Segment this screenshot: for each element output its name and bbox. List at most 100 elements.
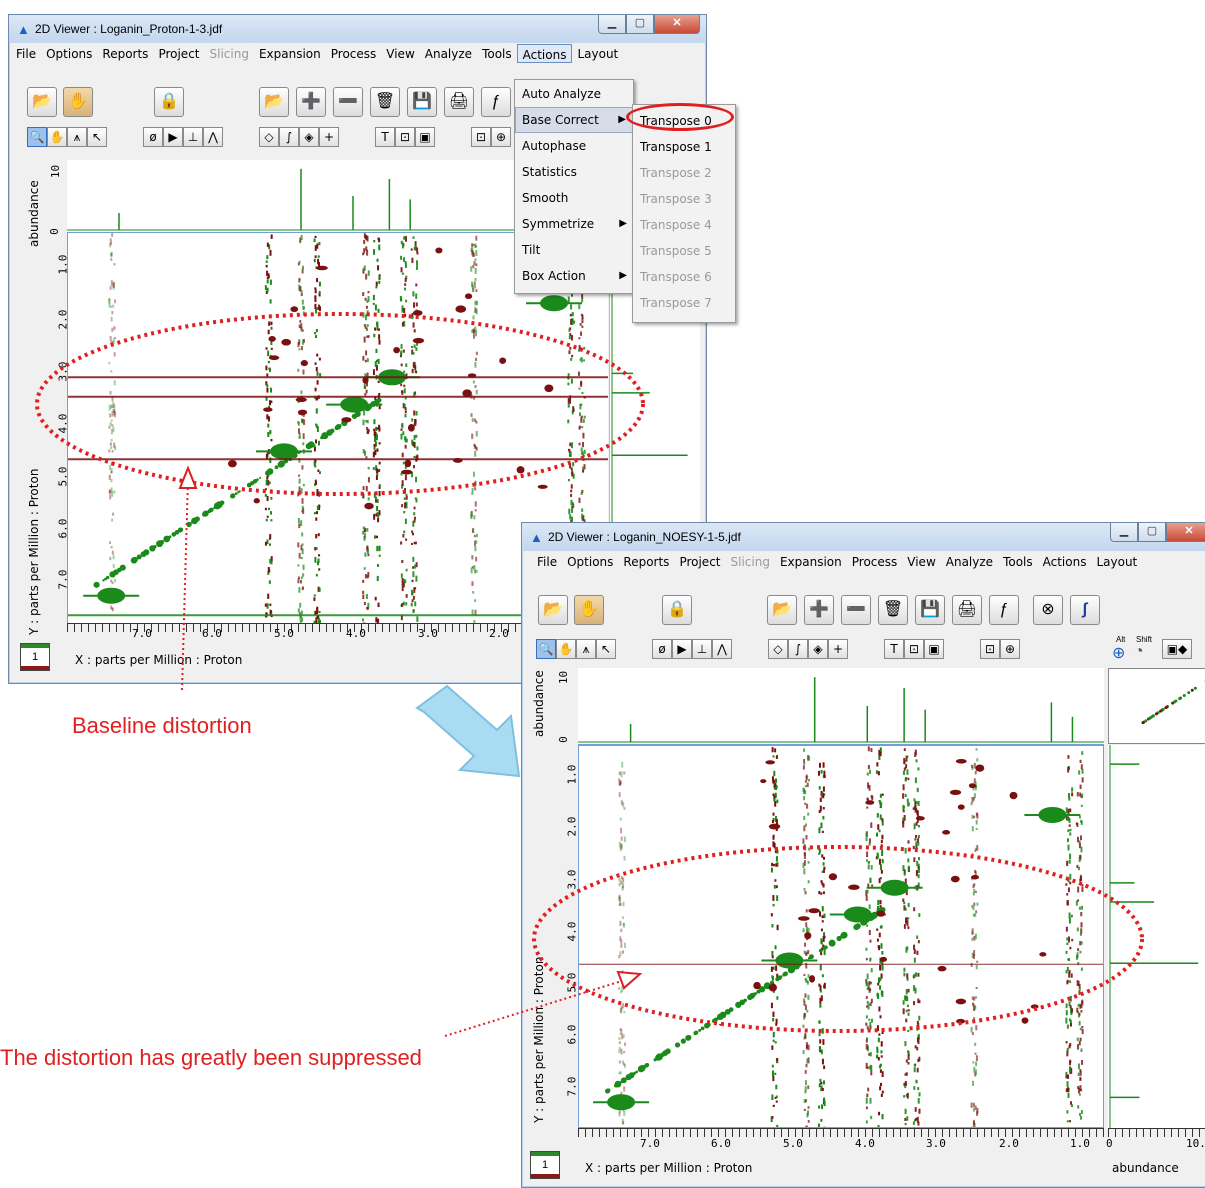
phase-icon[interactable]: ø <box>143 127 163 147</box>
menu-view[interactable]: View <box>902 552 940 571</box>
script-icon[interactable]: ƒ <box>481 87 511 117</box>
zoom-icon[interactable]: 🔍 <box>536 639 556 659</box>
menu-actions[interactable]: Actions <box>517 44 573 63</box>
diamond-icon[interactable]: ◇ <box>768 639 788 659</box>
title-bar[interactable]: ▲ 2D Viewer : Loganin_Proton-1-3.jdf ▁ ▢… <box>9 15 706 43</box>
save-icon[interactable]: 💾 <box>407 87 437 117</box>
shift-dial-icon[interactable]: ◔ <box>1134 643 1144 661</box>
target-icon[interactable]: ⊕ <box>1000 639 1020 659</box>
keyboard-spinner-icon[interactable]: ▣◆ <box>1162 639 1192 659</box>
menu-item-autophase[interactable]: Autophase <box>515 133 633 159</box>
text-icon[interactable]: T <box>375 127 395 147</box>
menu-layout[interactable]: Layout <box>572 44 623 63</box>
add-data-icon[interactable]: ➕ <box>804 595 834 625</box>
menu-view[interactable]: View <box>381 44 419 63</box>
select-arrow-icon[interactable]: ▶ <box>672 639 692 659</box>
menu-tools[interactable]: Tools <box>998 552 1038 571</box>
text-icon[interactable]: T <box>884 639 904 659</box>
menu-item-box-action[interactable]: Box Action▶ <box>515 263 633 289</box>
layer-indicator[interactable]: 1 <box>20 643 50 671</box>
menu-item-transpose-7[interactable]: Transpose 7 <box>633 290 735 316</box>
menu-layout[interactable]: Layout <box>1091 552 1142 571</box>
close-button[interactable]: ✕ <box>654 15 700 34</box>
stop-icon[interactable]: ⊗ <box>1033 595 1063 625</box>
frame-icon[interactable]: ⊡ <box>904 639 924 659</box>
print-icon[interactable]: 🖨 <box>952 595 982 625</box>
menu-actions[interactable]: Actions <box>1038 552 1092 571</box>
slice-icon[interactable]: ⩚ <box>67 127 87 147</box>
add-data-icon[interactable]: ➕ <box>296 87 326 117</box>
menu-options[interactable]: Options <box>41 44 97 63</box>
menu-item-symmetrize[interactable]: Symmetrize▶ <box>515 211 633 237</box>
pan-icon[interactable]: ✋ <box>556 639 576 659</box>
frame-icon[interactable]: ⊡ <box>395 127 415 147</box>
menu-item-transpose-3[interactable]: Transpose 3 <box>633 186 735 212</box>
menu-item-transpose-6[interactable]: Transpose 6 <box>633 264 735 290</box>
diamond-icon[interactable]: ◇ <box>259 127 279 147</box>
phase-icon[interactable]: ø <box>652 639 672 659</box>
print-icon[interactable]: 🖨 <box>444 87 474 117</box>
save-icon[interactable]: 💾 <box>915 595 945 625</box>
menu-options[interactable]: Options <box>562 552 618 571</box>
menu-item-statistics[interactable]: Statistics <box>515 159 633 185</box>
menu-process[interactable]: Process <box>326 44 382 63</box>
menu-expansion[interactable]: Expansion <box>254 44 326 63</box>
open-file-icon[interactable]: 📂 <box>259 87 289 117</box>
integral-tool-icon[interactable]: ∫ <box>1070 595 1100 625</box>
integral-icon[interactable]: ∫ <box>788 639 808 659</box>
hand-tool-icon[interactable]: ✋ <box>574 595 604 625</box>
open-file-icon[interactable]: 📂 <box>767 595 797 625</box>
minimize-button[interactable]: ▁ <box>1110 523 1138 542</box>
remove-data-icon[interactable]: ➖ <box>333 87 363 117</box>
menu-reports[interactable]: Reports <box>97 44 153 63</box>
lock-icon[interactable]: 🔒 <box>154 87 184 117</box>
menu-item-transpose-2[interactable]: Transpose 2 <box>633 160 735 186</box>
select-arrow-icon[interactable]: ▶ <box>163 127 183 147</box>
pointer-icon[interactable]: ↖ <box>87 127 107 147</box>
integral-icon[interactable]: ∫ <box>279 127 299 147</box>
baseline-icon[interactable]: ⊥ <box>183 127 203 147</box>
minimize-button[interactable]: ▁ <box>598 15 626 34</box>
layer-indicator[interactable]: 1 <box>530 1151 560 1179</box>
close-button[interactable]: ✕ <box>1166 523 1205 542</box>
menu-project[interactable]: Project <box>153 44 204 63</box>
eraser-icon[interactable]: ◈ <box>808 639 828 659</box>
eraser-icon[interactable]: ◈ <box>299 127 319 147</box>
menu-slicing[interactable]: Slicing <box>726 552 775 571</box>
script-icon[interactable]: ƒ <box>989 595 1019 625</box>
menu-item-tilt[interactable]: Tilt <box>515 237 633 263</box>
target-icon[interactable]: ⊕ <box>491 127 511 147</box>
menu-file[interactable]: File <box>532 552 562 571</box>
crosshair-icon[interactable]: + <box>319 127 339 147</box>
overview-thumbnail[interactable] <box>1108 668 1205 744</box>
menu-process[interactable]: Process <box>847 552 903 571</box>
box-select-icon[interactable]: ⊡ <box>471 127 491 147</box>
title-bar[interactable]: ▲ 2D Viewer : Loganin_NOESY-1-5.jdf ▁ ▢ … <box>522 523 1205 551</box>
open-folder-icon[interactable]: 📂 <box>27 87 57 117</box>
slice-icon[interactable]: ⩚ <box>576 639 596 659</box>
peak-icon[interactable]: ⋀ <box>203 127 223 147</box>
menu-item-auto-analyze[interactable]: Auto Analyze <box>515 81 633 107</box>
contour-plot-2[interactable] <box>578 745 1104 1128</box>
alt-crosshair-icon[interactable]: ⊕ <box>1112 643 1125 663</box>
menu-analyze[interactable]: Analyze <box>941 552 998 571</box>
pointer-icon[interactable]: ↖ <box>596 639 616 659</box>
window-icon[interactable]: ▣ <box>924 639 944 659</box>
trash-icon[interactable]: 🗑 <box>878 595 908 625</box>
menu-file[interactable]: File <box>11 44 41 63</box>
lock-icon[interactable]: 🔒 <box>662 595 692 625</box>
pan-icon[interactable]: ✋ <box>47 127 67 147</box>
open-folder-icon[interactable]: 📂 <box>538 595 568 625</box>
menu-slicing[interactable]: Slicing <box>205 44 254 63</box>
menu-item-transpose-4[interactable]: Transpose 4 <box>633 212 735 238</box>
menu-item-smooth[interactable]: Smooth <box>515 185 633 211</box>
menu-project[interactable]: Project <box>674 552 725 571</box>
menu-analyze[interactable]: Analyze <box>420 44 477 63</box>
crosshair-icon[interactable]: + <box>828 639 848 659</box>
menu-expansion[interactable]: Expansion <box>775 552 847 571</box>
trash-icon[interactable]: 🗑 <box>370 87 400 117</box>
window-icon[interactable]: ▣ <box>415 127 435 147</box>
hand-tool-icon[interactable]: ✋ <box>63 87 93 117</box>
menu-item-transpose-1[interactable]: Transpose 1 <box>633 134 735 160</box>
menu-reports[interactable]: Reports <box>618 552 674 571</box>
